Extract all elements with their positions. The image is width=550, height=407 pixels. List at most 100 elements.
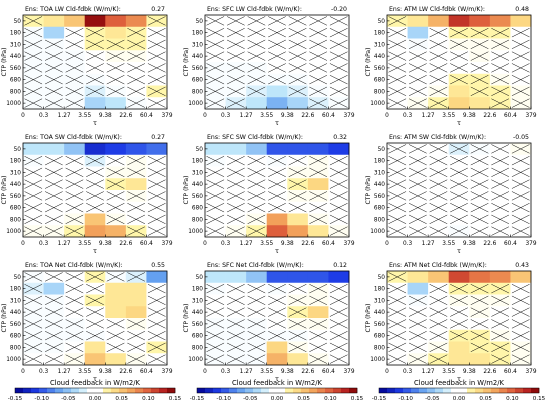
insignificance-mark [408,75,427,85]
insignificance-mark [491,63,510,73]
insignificance-mark [24,307,43,317]
insignificance-mark [388,272,407,282]
y-tick-label: 310 [192,42,203,48]
insignificance-mark [491,203,510,213]
insignificance-mark [147,295,166,305]
insignificance-mark [65,203,84,213]
colorbar-segment [39,388,48,393]
x-tick-label: 379 [525,369,536,375]
insignificance-mark [206,51,225,61]
colorbar-tick-label: -0.05 [61,396,76,402]
heatmap-cell [307,143,329,156]
heatmap-cell [448,341,470,354]
x-tick-label: 3.55 [260,241,273,247]
insignificance-mark [268,28,286,38]
x-tick-label: 0 [21,241,25,247]
y-tick-label: 180 [374,31,385,37]
y-tick-label: 560 [192,322,203,328]
insignificance-mark [491,28,510,38]
insignificance-mark [491,98,510,108]
heatmap-cell [84,213,106,226]
panel-title-text: Ens: TOA LW Cld-fdbk (W/m/K): [25,6,121,13]
heatmap-cell [146,143,168,156]
insignificance-mark [388,191,407,201]
y-tick-label: 800 [192,345,203,351]
insignificance-mark [247,63,266,73]
x-axis-label: τ [457,247,461,255]
insignificance-mark [388,16,407,26]
insignificance-mark [106,319,125,329]
insignificance-mark [388,156,407,166]
insignificance-mark [247,167,266,177]
panel-3: Ens: ATM LW Cld-fdbk (W/m/K): 0.48 50 180 31… [365,6,537,127]
x-tick-label: 379 [343,113,354,119]
heatmap-cell [307,178,329,191]
insignificance-mark [388,284,407,294]
colorbar-tick-label: -0.15 [190,396,205,402]
panel-title-text: Ens: SFC LW Cld-fdbk (W/m/K): [207,6,302,13]
insignificance-mark [44,214,63,224]
insignificance-mark [309,167,328,177]
y-tick-label: 800 [192,89,203,95]
x-axis-label: τ [93,375,97,383]
insignificance-mark [86,167,104,177]
insignificance-mark [65,63,84,73]
insignificance-mark [44,226,63,236]
insignificance-mark [429,307,448,317]
plot-frame [204,14,350,110]
insignificance-mark [408,98,427,108]
y-tick-label: 440 [374,54,385,60]
insignificance-mark [226,28,245,38]
insignificance-mark [470,75,489,85]
colorbar-segment [523,388,532,393]
insignificance-mark [226,226,245,236]
insignificance-mark [388,307,407,317]
insignificance-mark [206,295,225,305]
heatmap-cell [287,271,309,284]
y-tick-label: 50 [378,275,386,281]
y-tick-label: 560 [192,194,203,200]
colorbar-segment [119,388,128,393]
insignificance-mark [288,16,307,26]
panel-4: Ens: TOA SW Cld-fdbk (W/m/K): 0.27 50 180 31… [1,134,173,255]
heatmap-cell [287,97,309,110]
insignificance-mark [247,191,266,201]
insignificance-mark [147,226,166,236]
x-axis-label: τ [93,247,97,255]
panel-value: -0.20 [331,6,347,13]
insignificance-mark [147,342,166,352]
insignificance-mark [65,51,84,61]
insignificance-mark [206,319,225,329]
insignificance-mark [511,75,530,85]
insignificance-mark [511,354,530,364]
insignificance-mark [147,86,166,96]
insignificance-mark [429,226,448,236]
insignificance-mark [491,226,510,236]
insignificance-mark [470,167,489,177]
insignificance-mark [127,191,146,201]
y-tick-label: 560 [192,66,203,72]
y-axis-label: CTP (hPa) [1,176,8,205]
y-tick-label: 440 [374,310,385,316]
insignificance-mark [86,179,104,189]
heatmap-cell [510,271,532,284]
y-axis-label: CTP (hPa) [365,176,372,205]
insignificance-mark [247,226,266,236]
insignificance-mark [511,226,530,236]
insignificance-mark [106,75,125,85]
insignificance-mark [24,191,43,201]
insignificance-mark [329,226,348,236]
insignificance-mark [247,319,266,329]
y-tick-label: 310 [374,170,385,176]
insignificance-mark [206,191,225,201]
insignificance-mark [24,51,43,61]
y-tick-label: 440 [192,310,203,316]
insignificance-mark [226,179,245,189]
panel-title: Ens: SFC SW Cld-fdbk (W/m/K): [207,134,303,141]
insignificance-mark [511,28,530,38]
insignificance-mark [247,28,266,38]
insignificance-mark [24,167,43,177]
heatmap-cell [328,143,350,156]
insignificance-mark [491,156,510,166]
colorbar-tick-label: -0.05 [425,396,440,402]
